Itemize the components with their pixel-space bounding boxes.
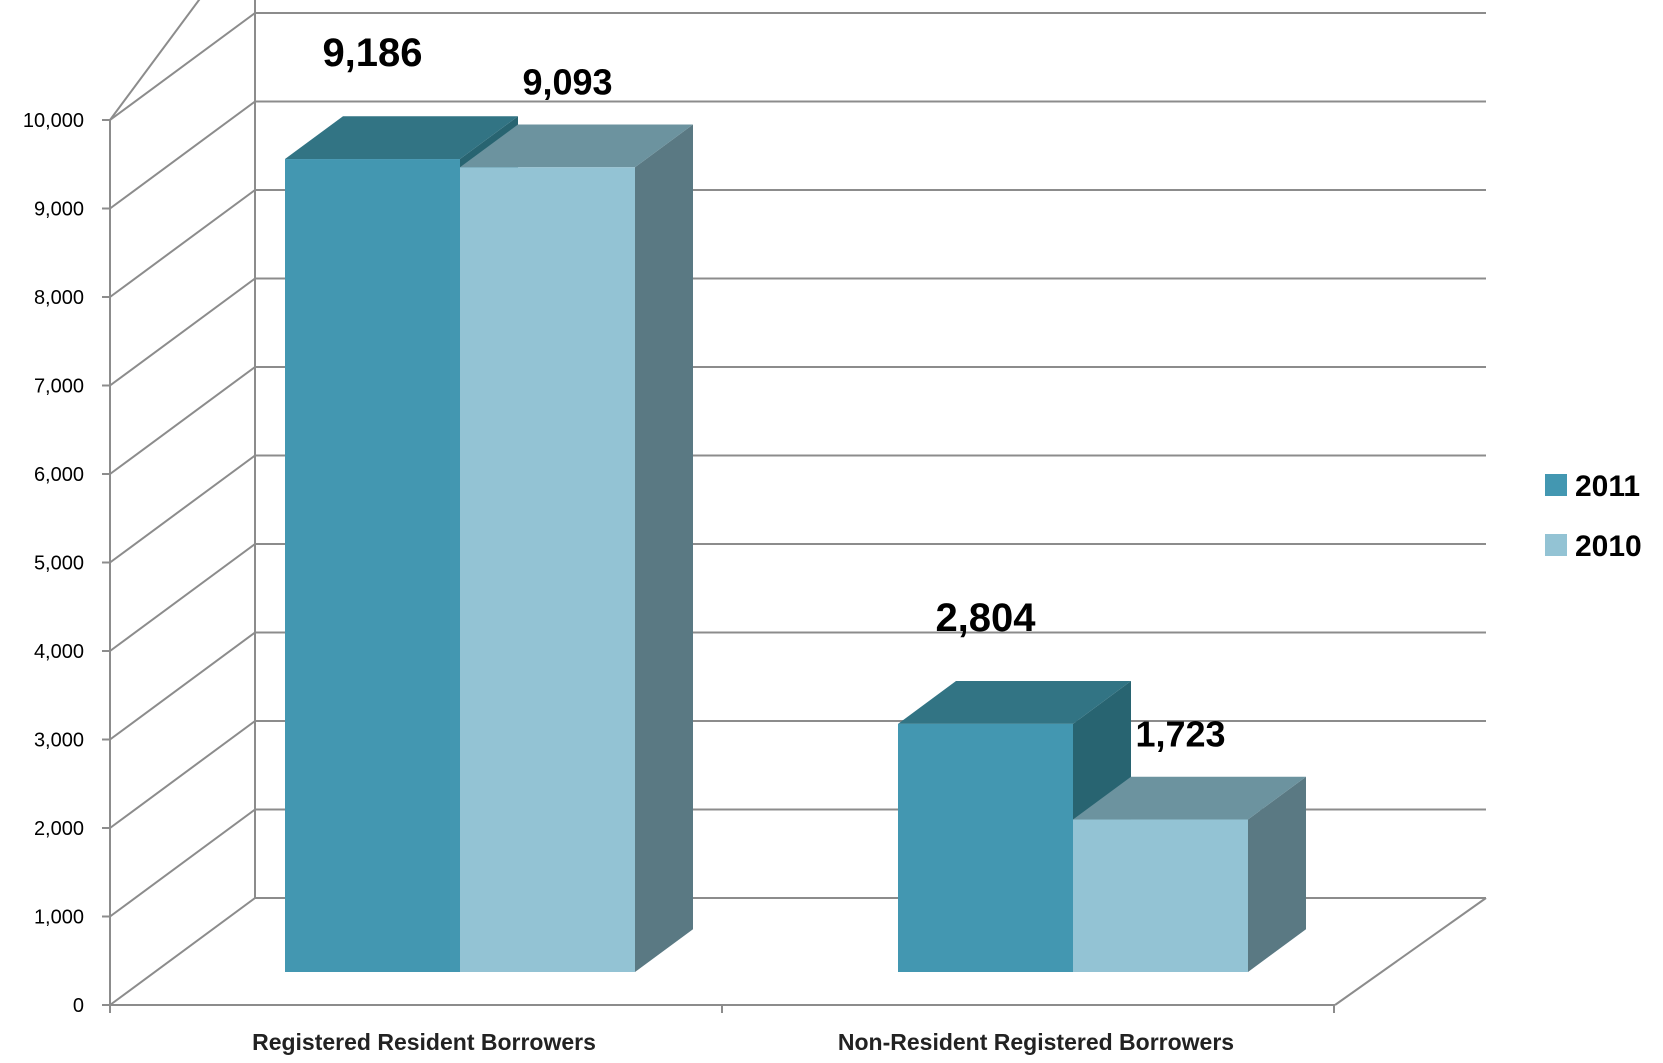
y-tick-label: 1,000 [34, 907, 84, 929]
y-tick-label: 3,000 [34, 730, 84, 752]
category-label: Non-Resident Registered Borrowers [838, 1029, 1234, 1055]
legend-swatch [1545, 534, 1567, 556]
side-wall-line [109, 631, 256, 741]
legend-label: 2010 [1575, 530, 1642, 563]
bar-side-face [635, 124, 693, 973]
side-wall-line [109, 808, 256, 918]
bar [460, 167, 635, 972]
side-wall-line [109, 454, 256, 564]
bar-side-face [1248, 776, 1306, 972]
bar-top-face [1073, 776, 1306, 820]
side-wall-line [109, 100, 256, 210]
y-tick-label: 6,000 [34, 464, 84, 486]
axis-layer: 0 1,000 2,000 3,000 4,000 5,000 6,000 7,000 8,00… [23, 110, 1335, 1055]
legend-label: 2011 [1575, 470, 1640, 503]
y-tick-label: 5,000 [34, 553, 84, 575]
bar-top-face [285, 116, 518, 160]
side-wall-line [109, 543, 256, 652]
bar-top-face [898, 681, 1131, 724]
floor-right-edge [1334, 897, 1487, 1006]
y-tick-label: 10,000 [23, 110, 84, 132]
side-wall-line [109, 366, 256, 475]
bar [285, 159, 460, 972]
y-tick-label: 0 [73, 995, 84, 1017]
y-tick-label: 9,000 [34, 199, 84, 221]
bars-layer [285, 116, 1306, 973]
data-label: 1,723 [1135, 714, 1225, 755]
side-wall-line [109, 277, 256, 387]
category-label: Registered Resident Borrowers [252, 1029, 596, 1055]
y-tick-label: 8,000 [34, 287, 84, 309]
data-label: 9,186 [322, 31, 422, 75]
labels-layer: 9,186 9,093 2,804 1,723 [322, 31, 1225, 754]
y-tick-label: 4,000 [34, 641, 84, 663]
legend: 2011 2010 [1545, 470, 1642, 563]
data-label: 2,804 [935, 596, 1036, 640]
side-wall-line [109, 189, 256, 298]
bar [1073, 819, 1248, 972]
side-wall-line [109, 720, 256, 829]
side-wall-line [109, 12, 256, 121]
bar [898, 723, 1073, 972]
side-wall-line [109, 0, 201, 121]
y-tick-label: 7,000 [34, 376, 84, 398]
data-label: 9,093 [522, 61, 612, 102]
side-wall-line [109, 897, 256, 1006]
y-tick-label: 2,000 [34, 818, 84, 840]
legend-swatch [1545, 474, 1567, 496]
bar-top-face [460, 124, 693, 168]
